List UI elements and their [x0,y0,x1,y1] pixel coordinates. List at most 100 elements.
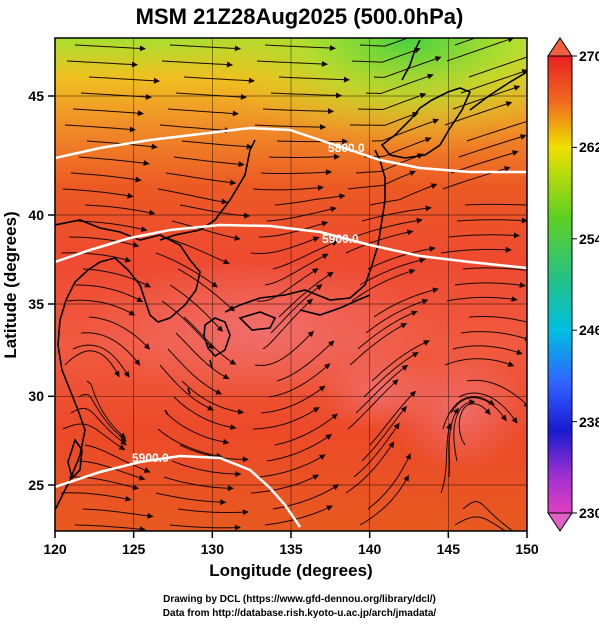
streamline-arrowhead [504,166,511,172]
streamline [183,316,236,365]
streamline [64,124,135,131]
streamline [444,102,512,126]
streamline-arrowhead [232,110,239,117]
streamline [74,44,145,50]
streamline-arrowhead [343,76,351,83]
streamline-arrowhead [211,281,218,288]
streamline-arrowhead [234,524,242,531]
streamline [367,247,435,270]
streamline [165,412,229,444]
streamline [80,332,140,366]
streamline [74,524,145,531]
streamline-arrowhead [139,45,147,52]
streamline [359,38,410,47]
streamline-arrowhead [507,361,515,367]
streamline-arrowhead [242,509,249,516]
colorbar-tick-label: 254 [579,231,599,247]
streamline-arrowhead [242,456,249,463]
streamline-arrowhead [321,60,329,67]
streamline [347,171,416,190]
streamline [88,316,150,350]
streamline-arrowhead [237,408,245,415]
streamline [264,253,328,286]
streamline [262,108,334,112]
streamline [369,391,416,446]
streamline-arrowhead [421,298,429,305]
streamline [264,505,333,526]
streamline [363,137,431,158]
streamline-arrowhead [422,31,427,35]
streamline [444,358,514,367]
streamline-arrowhead [434,56,442,62]
streamline [345,442,395,494]
streamline-arrowhead [516,349,523,355]
streamline [369,183,437,206]
x-tick-label: 150 [515,541,539,557]
streamline [84,204,155,214]
streamline-arrowhead [528,268,533,272]
streamline [258,221,328,238]
streamline-arrowhead [338,193,346,200]
x-tick-label: 120 [43,541,67,557]
streamline [361,207,431,222]
streamline-arrowhead [511,296,518,303]
streamline-arrowhead [222,438,230,445]
streamline-arrowhead [427,73,434,80]
streamline [458,403,491,446]
streamline-arrowhead [226,61,234,68]
streamline [161,60,232,66]
streamline-arrowhead [238,161,245,168]
streamline [159,124,230,132]
streamline-arrowhead [511,417,518,424]
streamline [262,298,313,350]
streamline-arrowhead [333,153,341,160]
streamline-arrowhead [136,296,144,303]
streamline-arrowhead [153,77,161,84]
x-tick-label: 125 [122,541,146,557]
streamline-arrowhead [411,352,419,358]
streamline-arrowhead [406,229,414,236]
streamline [86,380,126,439]
streamline [442,396,495,430]
streamline [266,207,336,222]
streamline-arrowhead [148,209,156,216]
streamline-arrowhead [312,474,320,481]
streamline [175,332,229,380]
streamline-arrowhead [229,179,237,186]
streamline-arrowhead [147,512,154,519]
streamline-arrowhead [511,150,519,156]
streamline-arrowhead [135,176,142,183]
streamline-arrowhead [533,322,538,326]
streamline-arrowhead [143,467,151,473]
streamline-arrowhead [312,406,320,413]
streamline [260,171,332,174]
streamline-arrowhead [207,405,214,411]
streamline-arrowhead [118,444,126,451]
streamline [82,268,151,288]
streamline-arrowhead [325,169,333,176]
streamline-arrowhead [124,256,132,263]
streamline [169,44,240,50]
x-tick-label: 130 [201,541,225,557]
contour-5800 [55,126,527,174]
streamline [258,454,326,478]
streamline [462,500,514,531]
contour-5900-south [55,454,302,528]
streamline [270,92,342,97]
streamline [252,186,323,191]
streamline-arrowhead [512,534,517,538]
y-tick-label: 35 [28,296,44,312]
streamline [347,379,399,430]
streamline [355,365,408,414]
streamline-arrowhead [330,206,337,213]
streamline [276,140,348,143]
streamline [163,236,229,264]
x-axis-label: Longitude (degrees) [209,561,372,580]
streamline-arrowhead [128,309,136,316]
streamline [159,364,214,411]
streamline-arrowhead [327,108,335,115]
streamline-arrowhead [234,235,241,241]
streamline-arrowhead [134,359,141,366]
streamline [276,340,335,382]
streamline [256,60,327,65]
